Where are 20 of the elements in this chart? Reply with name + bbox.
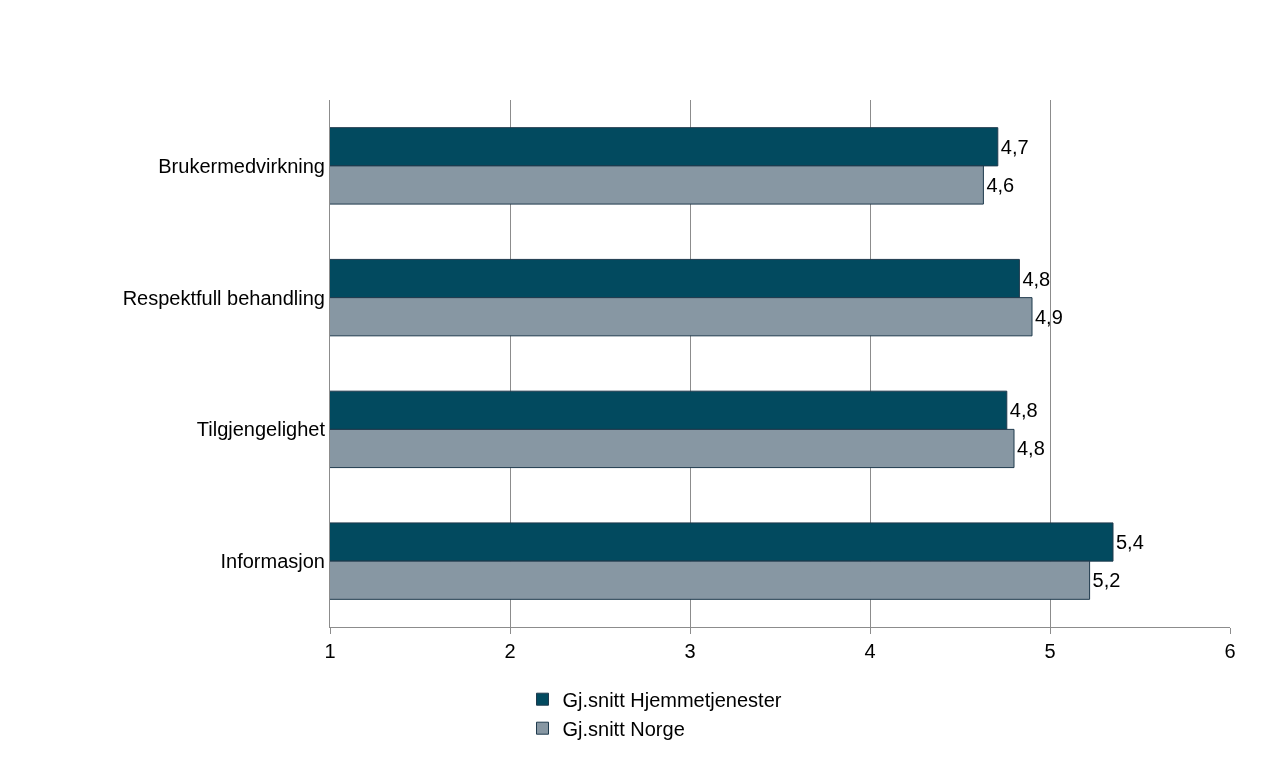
- data-label: 4,7: [1000, 135, 1029, 158]
- y-tick-label: Brukermedvirkning: [158, 154, 325, 177]
- x-tick-label: 5: [1044, 640, 1056, 662]
- data-label: 5,4: [1116, 531, 1144, 554]
- data-label: 4,8: [1022, 267, 1051, 290]
- data-label: 4,8: [1009, 399, 1038, 422]
- x-tick-label: 1: [324, 640, 336, 662]
- data-label: 5,2: [1092, 569, 1121, 592]
- x-tick-label: 6: [1224, 640, 1236, 662]
- x-tick-label: 2: [504, 640, 516, 662]
- y-tick-label: Tilgjengelighet: [196, 418, 326, 441]
- data-label: 4,8: [1017, 437, 1045, 460]
- legend-label: Gj.snitt Hjemmetjenester: [562, 689, 782, 711]
- y-tick-label: Respektfull behandling: [122, 286, 325, 309]
- y-tick-label: Informasjon: [220, 550, 325, 573]
- legend-label: Gj.snitt Norge: [562, 718, 685, 740]
- x-tick-label: 4: [864, 640, 876, 662]
- data-label: 4,9: [1035, 305, 1063, 328]
- data-label: 4,6: [986, 173, 1015, 196]
- x-tick-label: 3: [684, 640, 696, 662]
